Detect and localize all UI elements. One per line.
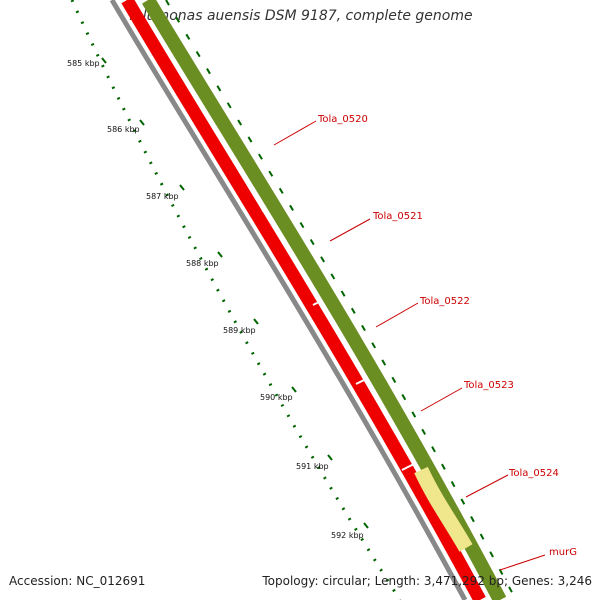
ruler-label: 590 kbp: [260, 393, 293, 402]
map-title: Tolumonas auensis DSM 9187, complete gen…: [127, 8, 473, 24]
gene-label[interactable]: Tola_0521: [372, 211, 423, 222]
gene-label[interactable]: Tola_0522: [419, 296, 470, 307]
ruler-labels: 585 kbp 586 kbp 587 kbp 588 kbp 589 kbp …: [67, 59, 364, 540]
gene-label[interactable]: murG: [549, 547, 577, 558]
ruler-label: 589 kbp: [223, 326, 256, 335]
backbone-track: [109, 0, 468, 600]
ruler-label: 587 kbp: [146, 192, 179, 201]
genome-summary: Topology: circular; Length: 3,471,292 bp…: [262, 574, 592, 588]
ruler-label: 586 kbp: [107, 125, 140, 134]
ruler-label: 588 kbp: [186, 259, 219, 268]
gene-leaders: [273, 120, 546, 571]
feature-track: [141, 0, 507, 600]
gene-label[interactable]: Tola_0523: [463, 380, 514, 391]
ruler-label: 591 kbp: [296, 462, 329, 471]
ruler-label: 592 kbp: [331, 531, 364, 540]
accession-text: Accession: NC_012691: [9, 574, 146, 588]
gene-labels: Tola_0520 Tola_0521 Tola_0522 Tola_0523 …: [317, 114, 577, 558]
cds-track: [121, 0, 486, 600]
feature-pale-segment: [414, 466, 473, 552]
ruler-major-ticks: [101, 57, 369, 529]
gene-label[interactable]: Tola_0520: [317, 114, 368, 125]
ruler-minor-ticks: [70, 0, 402, 600]
ruler-label: 585 kbp: [67, 59, 100, 68]
gene-label[interactable]: Tola_0524: [508, 468, 559, 479]
